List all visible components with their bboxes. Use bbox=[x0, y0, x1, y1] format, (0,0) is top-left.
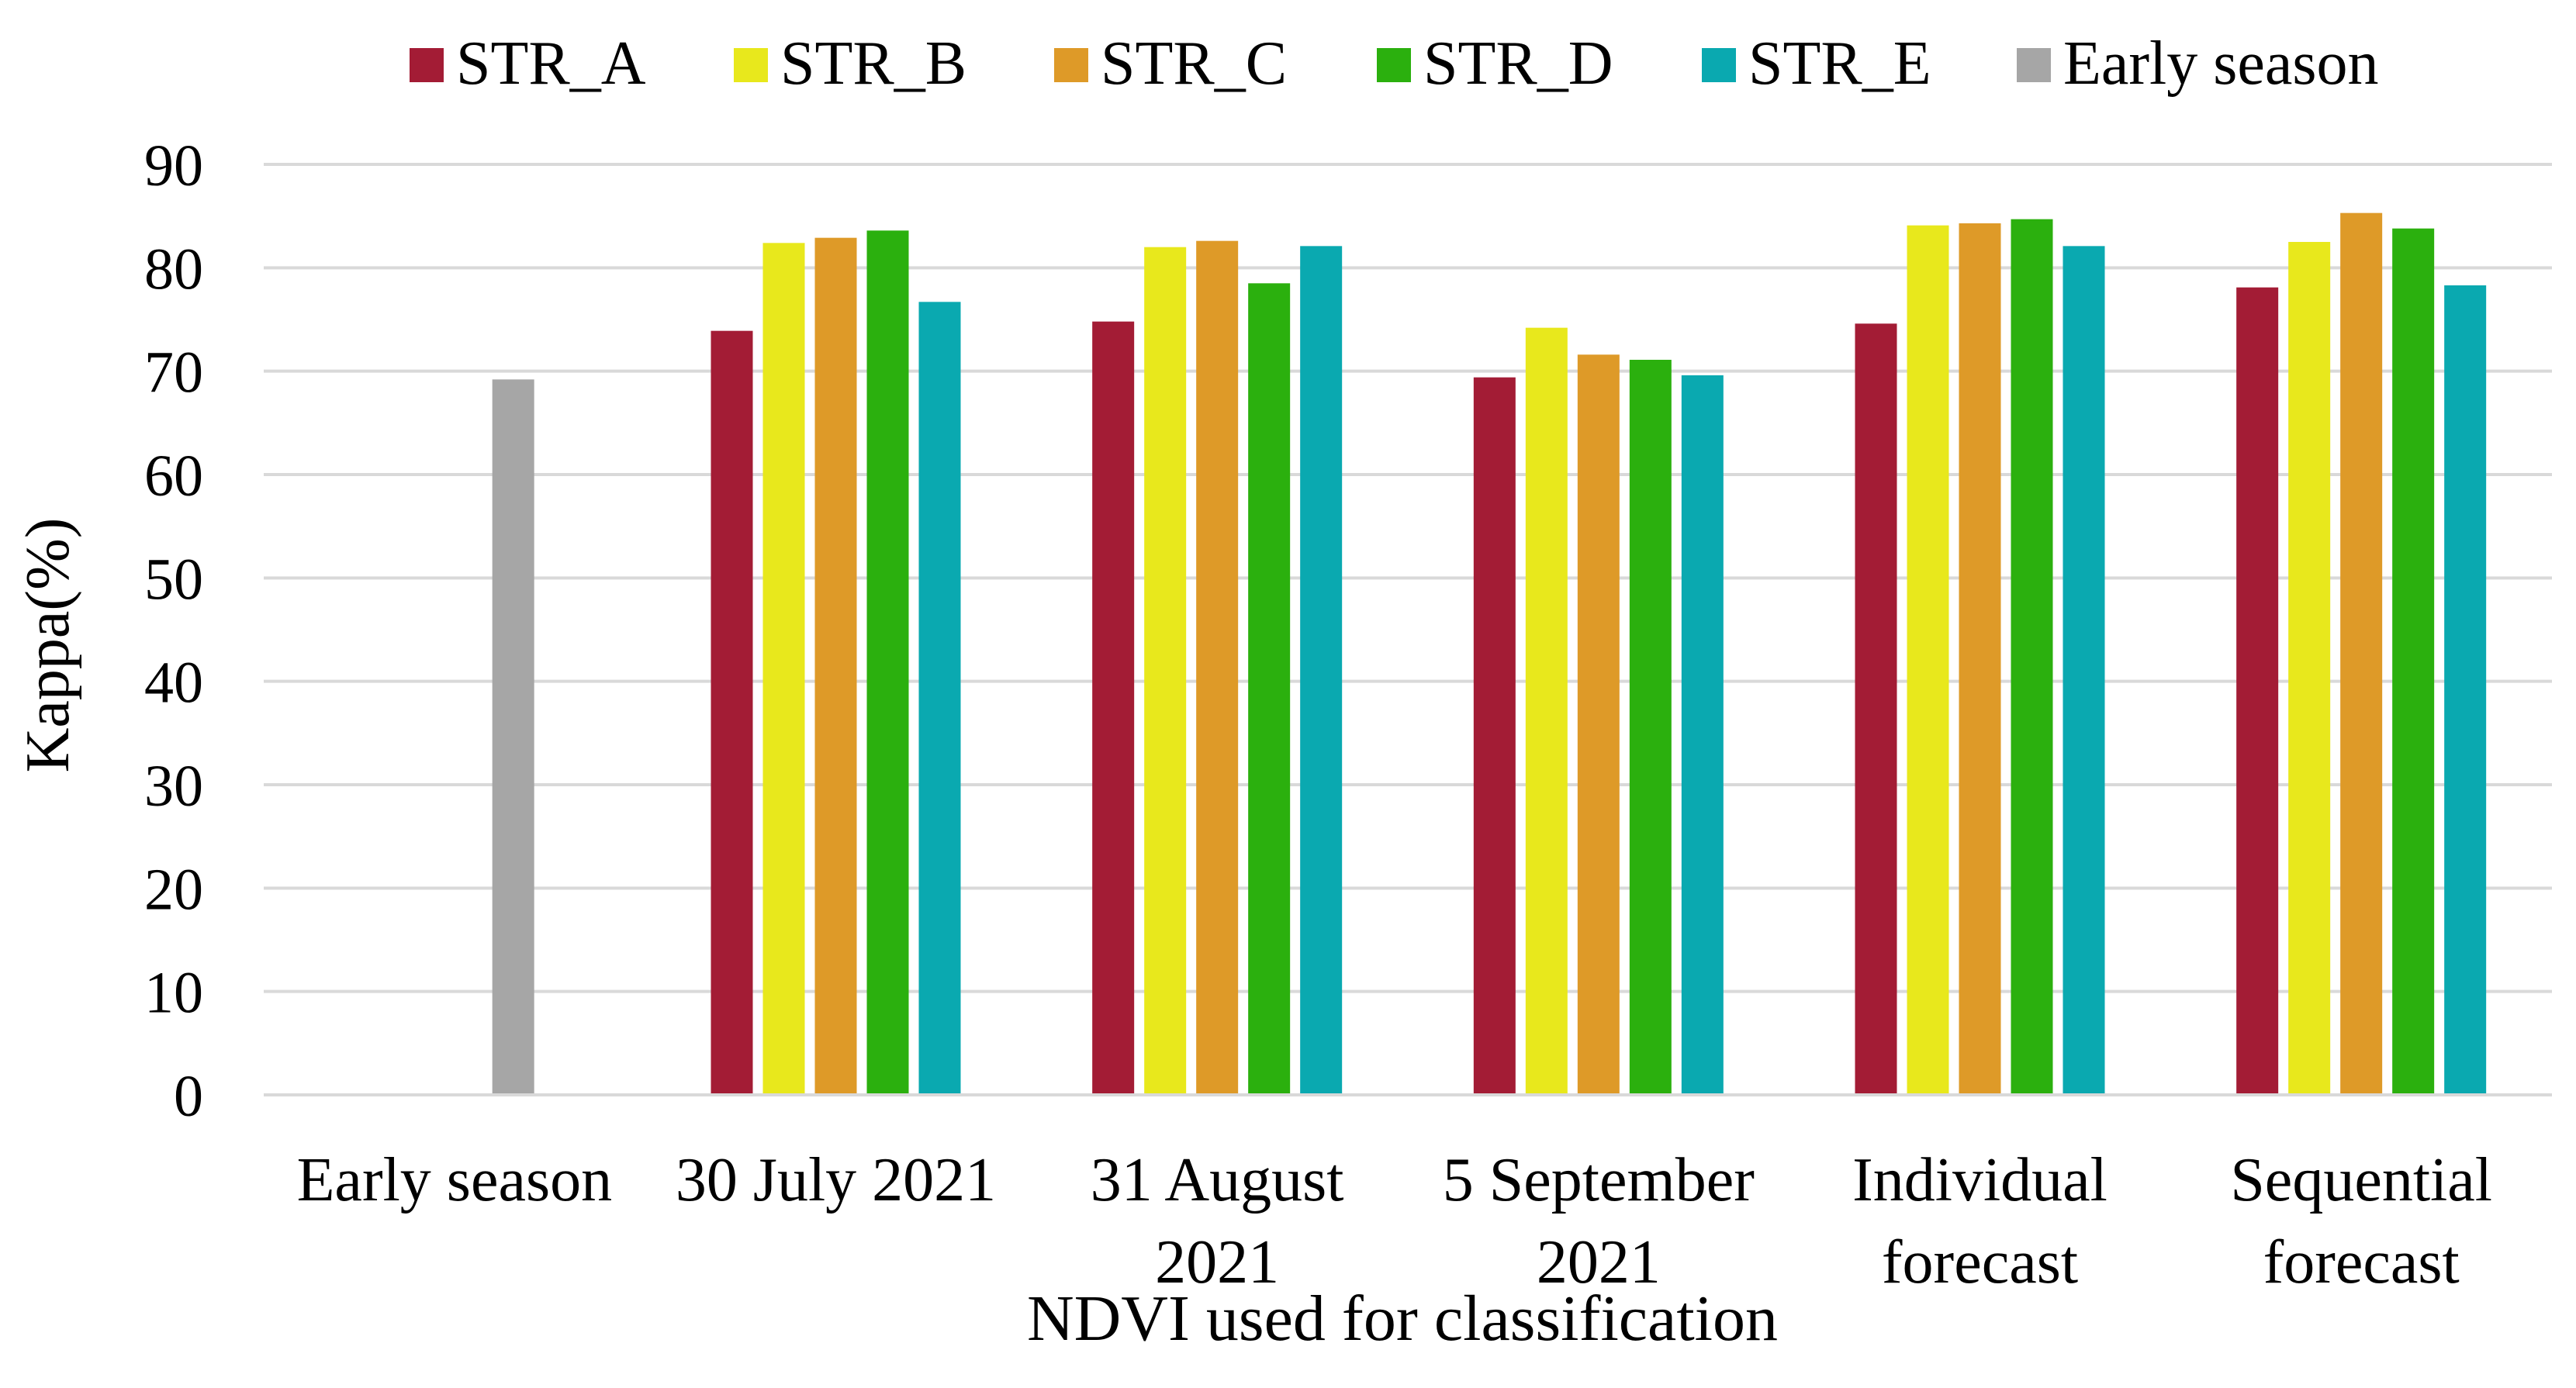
x-axis-title: NDVI used for classification bbox=[1027, 1283, 1778, 1355]
legend-item: STR_C bbox=[1054, 29, 1287, 98]
bar-str-b-2 bbox=[1144, 247, 1187, 1096]
legend-label: STR_C bbox=[1101, 29, 1287, 98]
bar-str-e-2 bbox=[1300, 246, 1343, 1095]
legend-label: Early season bbox=[2063, 29, 2379, 98]
bar-str-b-3 bbox=[1525, 327, 1568, 1096]
x-category-label: Individual forecast bbox=[1852, 1146, 2107, 1297]
legend-label: STR_B bbox=[780, 29, 966, 98]
x-category-label: 5 September 2021 bbox=[1443, 1146, 1755, 1297]
bar-str-a-5 bbox=[2236, 287, 2279, 1096]
legend-swatch bbox=[1702, 48, 1736, 82]
bar-str-c-1 bbox=[814, 237, 857, 1096]
y-tick-label: 0 bbox=[174, 1064, 203, 1129]
bar-str-a-3 bbox=[1473, 377, 1516, 1096]
y-tick-label: 20 bbox=[144, 857, 203, 922]
y-tick-label: 50 bbox=[144, 547, 203, 612]
legend: STR_A STR_B STR_C STR_D STR_E Early season bbox=[410, 29, 2379, 98]
bar-str-b-1 bbox=[762, 243, 805, 1095]
bar-str-b-5 bbox=[2288, 242, 2331, 1095]
bar-early-season-0 bbox=[492, 379, 534, 1095]
legend-item: STR_A bbox=[410, 29, 646, 98]
legend-swatch bbox=[410, 48, 444, 82]
legend-swatch bbox=[1054, 48, 1088, 82]
y-tick-label: 30 bbox=[144, 754, 203, 819]
bar-str-c-4 bbox=[1959, 223, 2001, 1095]
legend-item: STR_B bbox=[734, 29, 966, 98]
bar-str-e-3 bbox=[1681, 375, 1724, 1095]
x-category-label: 31 August 2021 bbox=[1091, 1146, 1344, 1297]
x-category-label: 30 July 2021 bbox=[676, 1146, 996, 1214]
bar-str-c-5 bbox=[2340, 212, 2383, 1096]
legend-item: STR_E bbox=[1702, 29, 1931, 98]
legend-label: STR_E bbox=[1748, 29, 1931, 98]
legend-item: STR_D bbox=[1377, 29, 1613, 98]
bar-str-d-4 bbox=[2011, 219, 2053, 1096]
bar-str-e-4 bbox=[2063, 246, 2105, 1095]
x-category-label: Sequential forecast bbox=[2230, 1146, 2492, 1297]
y-tick-label: 80 bbox=[144, 237, 203, 302]
bar-str-c-2 bbox=[1196, 240, 1239, 1096]
bar-str-d-1 bbox=[866, 230, 909, 1095]
y-tick-label: 60 bbox=[144, 444, 203, 509]
y-tick-label: 10 bbox=[144, 961, 203, 1026]
bar-str-a-4 bbox=[1855, 323, 1897, 1095]
axes: 0 10 20 30 40 50 60 70 80 90 Early season 30 July 2… bbox=[144, 133, 2552, 1297]
y-axis-title: Kappa(%) bbox=[14, 518, 82, 773]
legend-label: STR_A bbox=[456, 29, 646, 98]
legend-swatch bbox=[1377, 48, 1411, 82]
y-tick-label: 90 bbox=[144, 133, 203, 199]
legend-item: Early season bbox=[2017, 29, 2379, 98]
bar-str-b-4 bbox=[1907, 225, 1949, 1096]
legend-label: STR_D bbox=[1423, 29, 1613, 98]
x-category-label: Early season bbox=[297, 1146, 613, 1214]
bar-str-c-3 bbox=[1577, 354, 1620, 1095]
legend-swatch bbox=[734, 48, 768, 82]
bar-str-d-5 bbox=[2392, 228, 2435, 1096]
y-tick-label: 70 bbox=[144, 340, 203, 406]
gridlines bbox=[264, 163, 2552, 1096]
bar-str-e-1 bbox=[918, 302, 961, 1095]
y-tick-label: 40 bbox=[144, 651, 203, 716]
bar-str-a-2 bbox=[1092, 321, 1135, 1096]
bar-str-a-1 bbox=[711, 330, 753, 1096]
legend-swatch bbox=[2017, 48, 2051, 82]
bar-str-d-3 bbox=[1629, 360, 1672, 1095]
bars bbox=[492, 212, 2487, 1096]
bar-str-d-2 bbox=[1248, 283, 1291, 1095]
bar-str-e-5 bbox=[2444, 285, 2487, 1095]
